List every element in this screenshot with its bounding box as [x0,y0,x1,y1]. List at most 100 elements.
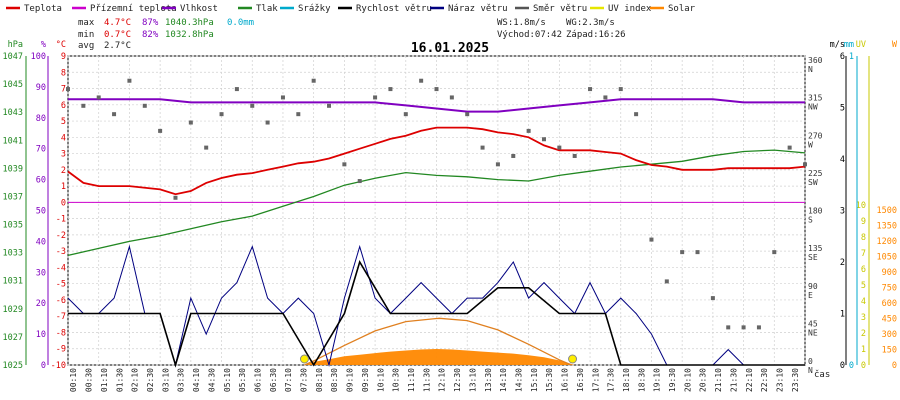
wind-direction-point [373,95,378,100]
degc-axis-tick: -9 [56,345,66,355]
wind-direction-point [219,112,224,117]
x-axis-label: čas [814,369,830,380]
degc-axis-tick: -2 [56,231,66,241]
hpa-axis-tick: 1029 [3,305,23,315]
pct-axis-tick: 50 [36,207,46,217]
dir-axis-tick: 45 [808,319,818,328]
x-tick: 13:30 [484,368,493,392]
solar-area [304,349,575,365]
hpa-axis-tick: 1037 [3,192,23,202]
dir-axis-tick: 270 [808,131,823,140]
uv-axis-tick: 10 [856,201,866,211]
legend-label: Vlhkost [180,4,218,14]
x-tick: 08:10 [315,368,324,392]
stats-temp: 0.7°C [104,30,131,40]
x-tick: 04:30 [207,368,216,392]
degc-axis-tick: 7 [61,85,66,95]
degc-axis-tick: -3 [56,247,66,257]
degc-axis-tick: -7 [56,312,66,322]
wind-direction-point [511,153,516,158]
temperature-line [67,126,806,196]
wind-direction-point [634,112,639,117]
wind-direction-point [603,95,608,100]
degc-axis-tick: 4 [61,133,66,143]
uv-axis-tick: 7 [861,249,866,259]
stats-temp: 4.7°C [104,18,131,28]
gust-line [67,244,805,367]
mm-axis-label: mm [844,40,854,50]
wind-direction-point [803,162,807,167]
legend-label: Solar [668,4,696,14]
wm-axis-tick: 1500 [877,206,897,216]
dir-axis-tick: 315 [808,94,823,103]
wind-direction-point [695,250,700,255]
axes: 1025102710291031103310351037103910411043… [3,40,898,392]
stats-panel: max 4.7°C 87% 1040.3hPa min 0.7°C 82% 1032.8hPa… [78,18,626,51]
wm-axis-tick: 0 [892,361,897,371]
legend-label: Srážky [298,4,331,14]
mm-axis-tick: 1 [849,52,854,62]
stats-wind-gust: WG:2.3m/s [566,18,615,28]
wind-direction-point [541,137,546,142]
wind-direction-point [327,103,332,108]
hpa-axis-tick: 1039 [3,164,23,174]
hpa-axis-tick: 1025 [3,361,23,371]
series [66,78,807,368]
x-tick: 07:10 [284,368,293,392]
pct-axis-tick: 40 [36,237,46,247]
uv-axis-tick: 0 [861,361,866,371]
x-tick: 15:30 [545,368,554,392]
degc-axis-tick: 6 [61,101,66,111]
uv-axis-tick: 9 [861,217,866,227]
degc-axis-tick: 5 [61,117,66,127]
hpa-axis-tick: 1035 [3,221,23,231]
degc-axis-tick: -8 [56,328,66,338]
pct-axis-tick: 100 [31,52,46,62]
legend-label: Náraz větru [448,4,508,14]
stats-temp: 2.7°C [104,41,131,51]
pct-axis-tick: 30 [36,268,46,278]
x-tick: 09:10 [346,368,355,392]
wind-direction-point [741,325,746,330]
legend-label: Směr větru [533,4,587,14]
wm-axis-tick: 1050 [877,253,897,263]
stats-row-label: avg [78,41,94,51]
pct-axis-tick: 90 [36,83,46,93]
x-tick: 00:30 [85,368,94,392]
stats-pressure: 1040.3hPa [165,18,214,28]
stats-pressure: 1032.8hPa [165,30,214,40]
wm-axis-tick: 750 [882,284,897,294]
x-tick: 19:10 [653,368,662,392]
x-tick: 16:30 [576,368,585,392]
pct-axis-tick: 10 [36,330,46,340]
wind-direction-point [726,325,731,330]
wind-direction-point [480,145,485,150]
x-tick: 07:30 [300,368,309,392]
wind-direction-point [357,179,362,184]
x-tick: 06:30 [269,368,278,392]
wind-direction-point [81,103,86,108]
wind-direction-point [311,78,316,83]
pct-axis-label: % [41,40,46,50]
degc-axis-tick: -6 [56,296,66,306]
stats-wind-speed: WS:1.8m/s [497,18,546,28]
wind-direction-point [158,128,163,133]
uv-axis-tick: 3 [861,313,866,323]
sunset-marker [568,354,578,364]
dir-axis-cardinal: NW [808,103,818,112]
dir-axis-tick: 180 [808,207,823,216]
wind-direction-point [250,103,255,108]
pct-axis-tick: 20 [36,299,46,309]
wm-axis-label: W [892,40,898,50]
x-tick: 17:10 [591,368,600,392]
wm-axis-tick: 900 [882,268,897,278]
wind-direction-point [342,162,347,167]
wind-direction-point [127,78,132,83]
wm-axis-tick: 600 [882,299,897,309]
x-tick: 03:10 [161,368,170,392]
x-tick: 12:30 [453,368,462,392]
wind-direction-point [188,120,193,125]
dir-axis-cardinal: E [808,291,813,300]
wind-direction-point [710,296,715,301]
hpa-axis-tick: 1045 [3,80,23,90]
